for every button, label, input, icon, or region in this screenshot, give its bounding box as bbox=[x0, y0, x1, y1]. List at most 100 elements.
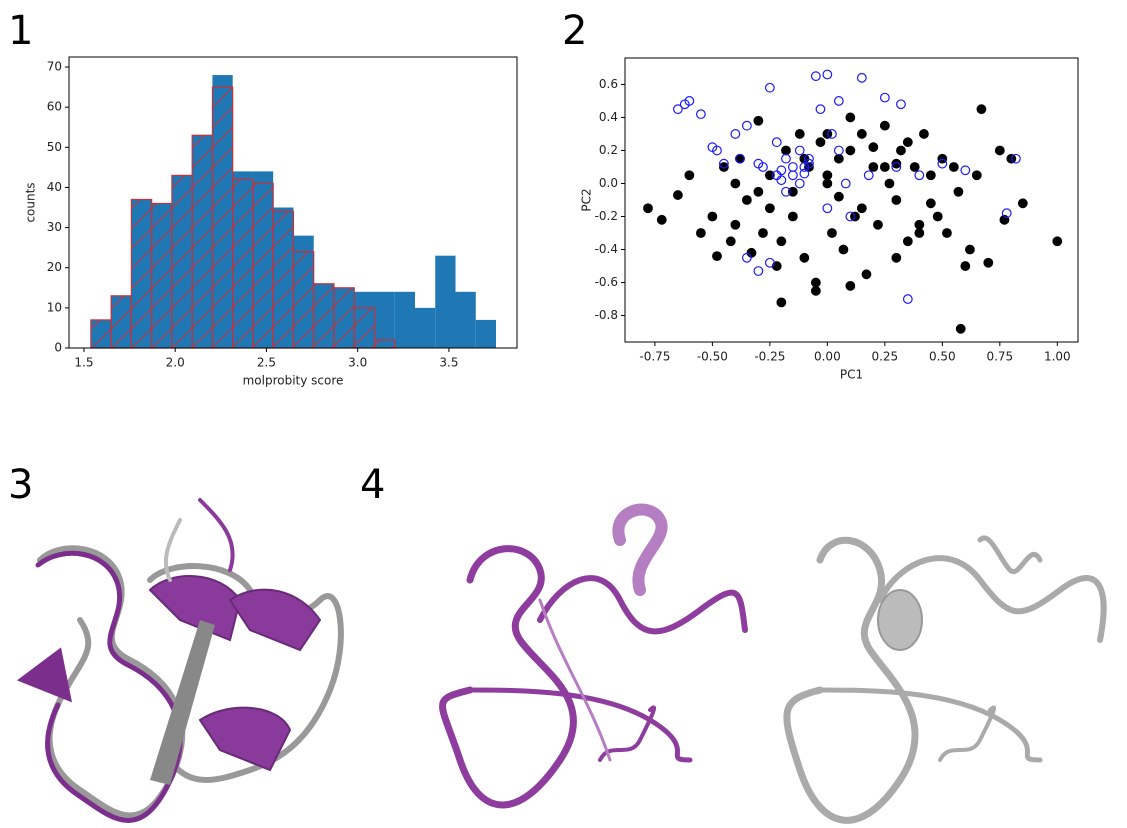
point bbox=[937, 158, 948, 169]
point bbox=[856, 129, 867, 139]
point bbox=[868, 142, 879, 153]
y-tick-label: 70 bbox=[47, 60, 62, 74]
point bbox=[902, 294, 913, 304]
point bbox=[781, 153, 791, 164]
panel-label: 2 bbox=[562, 8, 587, 54]
histogram-chart: 1.5 2.0 2.5 3.0 3.5 0 10 20 30 40 50 60 70 molprobity… bbox=[24, 56, 518, 388]
bar bbox=[272, 210, 295, 349]
y-tick-label: 0.0 bbox=[599, 176, 618, 190]
point bbox=[758, 162, 768, 172]
point bbox=[799, 252, 810, 263]
bar bbox=[110, 295, 133, 349]
y-tick-label: 10 bbox=[47, 300, 62, 314]
point bbox=[730, 219, 741, 230]
point bbox=[672, 104, 683, 115]
y-tick-label: 0.6 bbox=[599, 77, 618, 91]
bar bbox=[130, 198, 153, 349]
point bbox=[764, 170, 775, 181]
bar bbox=[232, 178, 254, 349]
point bbox=[833, 145, 844, 156]
point bbox=[942, 228, 952, 238]
y-axis-label: counts bbox=[24, 182, 38, 222]
point bbox=[914, 228, 925, 238]
point bbox=[891, 158, 902, 169]
panel-label: 3 bbox=[8, 462, 33, 508]
point bbox=[856, 72, 867, 83]
point bbox=[794, 145, 805, 156]
point bbox=[771, 137, 782, 148]
y-tick-label: -0.6 bbox=[595, 275, 618, 289]
point bbox=[932, 211, 943, 222]
bar bbox=[394, 291, 415, 348]
scatter-chart: -0.75 -0.50 -0.25 0.00 0.25 0.50 0.75 1.00 -0.8 -… bbox=[580, 57, 1079, 382]
point bbox=[937, 153, 948, 164]
point bbox=[994, 145, 1005, 156]
point bbox=[781, 145, 791, 156]
point bbox=[840, 178, 851, 189]
point bbox=[845, 145, 856, 156]
point bbox=[948, 162, 959, 172]
bar bbox=[435, 255, 456, 348]
bar bbox=[414, 307, 436, 348]
point bbox=[810, 71, 821, 82]
point bbox=[960, 165, 971, 176]
point bbox=[643, 203, 653, 214]
point bbox=[781, 186, 791, 197]
point bbox=[896, 99, 906, 110]
y-tick-label: 30 bbox=[47, 220, 62, 234]
point bbox=[730, 178, 741, 189]
bar bbox=[333, 287, 355, 349]
point bbox=[879, 162, 890, 172]
bar bbox=[292, 251, 315, 349]
y-tick-label: 0.2 bbox=[599, 143, 618, 157]
structure-purple bbox=[439, 503, 748, 809]
point bbox=[822, 170, 833, 181]
plot-frame bbox=[68, 56, 518, 349]
bar bbox=[455, 291, 476, 348]
y-axis-label: PC2 bbox=[580, 188, 594, 211]
point bbox=[833, 191, 844, 202]
point bbox=[787, 170, 798, 181]
x-axis-label: molprobity score bbox=[243, 374, 344, 388]
point bbox=[919, 129, 929, 139]
point bbox=[891, 195, 902, 205]
point bbox=[953, 186, 964, 197]
y-tick-label: 0 bbox=[54, 341, 62, 355]
point bbox=[838, 244, 849, 255]
point bbox=[1017, 198, 1028, 209]
x-tick-label: -0.25 bbox=[754, 350, 785, 364]
bar bbox=[313, 283, 335, 349]
point bbox=[695, 228, 706, 238]
point bbox=[794, 178, 805, 189]
y-tick-label: -0.8 bbox=[595, 308, 618, 322]
point bbox=[856, 203, 867, 214]
point bbox=[863, 170, 874, 181]
y-tick-label: 60 bbox=[47, 100, 62, 114]
point bbox=[873, 219, 883, 230]
x-tick-label: -0.50 bbox=[697, 350, 728, 364]
point bbox=[787, 186, 798, 197]
point bbox=[822, 203, 833, 214]
point bbox=[884, 178, 895, 189]
point bbox=[804, 153, 814, 164]
point bbox=[684, 170, 695, 181]
bar bbox=[151, 202, 173, 349]
bar bbox=[171, 174, 193, 349]
point bbox=[776, 165, 787, 176]
point bbox=[815, 104, 826, 115]
bar bbox=[373, 339, 396, 349]
point bbox=[845, 280, 856, 291]
x-tick-label: -0.75 bbox=[639, 350, 670, 364]
point bbox=[827, 129, 837, 139]
x-tick-label: 0.00 bbox=[814, 350, 841, 364]
bar bbox=[211, 86, 234, 349]
y-tick-label: -0.2 bbox=[595, 209, 618, 223]
point bbox=[896, 145, 906, 156]
point bbox=[822, 178, 833, 189]
point bbox=[672, 190, 683, 200]
point bbox=[776, 236, 787, 247]
point bbox=[822, 69, 833, 80]
point bbox=[776, 297, 787, 308]
point bbox=[799, 162, 810, 172]
point bbox=[1052, 236, 1063, 247]
